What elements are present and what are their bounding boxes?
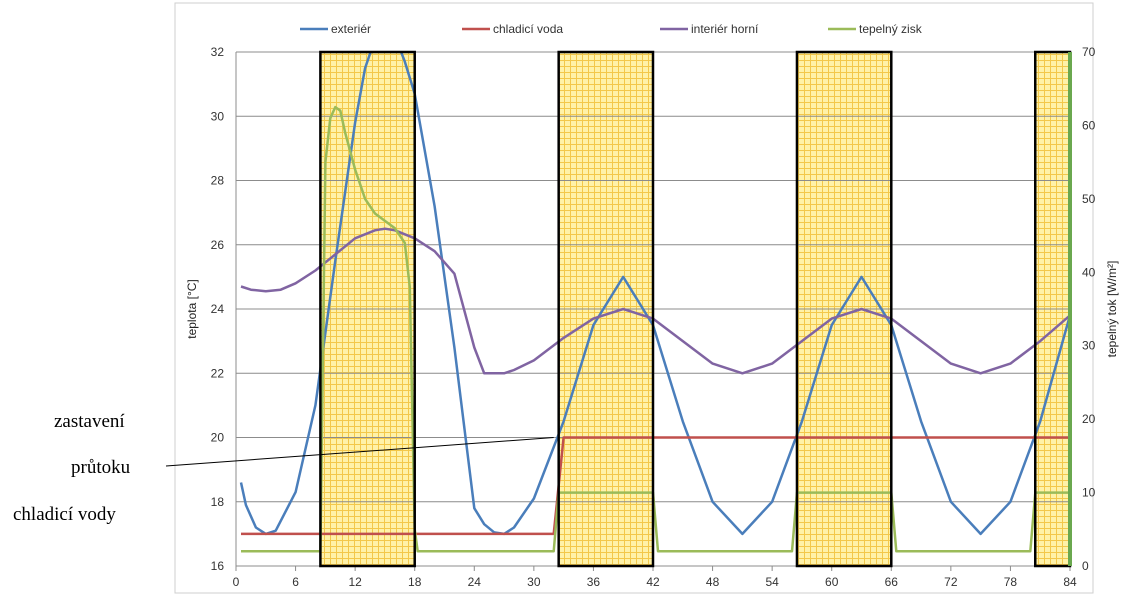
x-tick-label-1: 0 <box>233 575 240 589</box>
series-line-4 <box>241 105 1070 553</box>
series-line-3 <box>240 227 1070 375</box>
x-tick-label-13: 72 <box>944 575 958 589</box>
y-tick-label-7: 28 <box>211 174 225 188</box>
x-tick-label-6: 30 <box>527 575 541 589</box>
y2-axis-title: tepelný tok [W/m²] <box>1105 261 1119 358</box>
x-tick-label-5: 24 <box>468 575 482 589</box>
y-tick-label-6: 26 <box>211 238 225 252</box>
legend-label-1: exteriér <box>331 22 371 36</box>
y-axis-title: teplota [°C] <box>185 279 199 339</box>
y-tick-label-8: 30 <box>211 109 225 123</box>
y2-tick-label-6: 50 <box>1082 192 1096 206</box>
x-tick-label-2: 6 <box>292 575 299 589</box>
y-tick-label-1: 16 <box>211 559 225 573</box>
y2-tick-label-2: 10 <box>1082 486 1096 500</box>
annotation-line-3: chladicí vody <box>13 504 116 525</box>
highlight-band-border-2 <box>557 50 655 568</box>
series-layer <box>239 52 1070 553</box>
y2-tick-label-1: 0 <box>1082 559 1089 573</box>
annotation: zastavení průtoku chladicí vody <box>13 411 554 525</box>
x-tick-label-3: 12 <box>348 575 362 589</box>
y2-tick-label-5: 40 <box>1082 265 1096 279</box>
tick-labels: 16 18 20 22 24 26 28 30 32 0 10 20 30 40 50 60 70 0 6 12 18 2… <box>211 45 1096 589</box>
y2-tick-label-3: 20 <box>1082 412 1096 426</box>
y-tick-label-4: 22 <box>211 366 225 380</box>
legend-label-4: tepelný zisk <box>859 22 923 36</box>
x-tick-label-7: 36 <box>587 575 601 589</box>
highlight-band-border-3 <box>795 50 893 568</box>
x-tick-label-10: 54 <box>765 575 779 589</box>
annotation-pointer-line <box>165 437 554 467</box>
x-tick-label-8: 42 <box>646 575 660 589</box>
y2-tick-label-4: 30 <box>1082 339 1096 353</box>
x-tick-label-14: 78 <box>1004 575 1018 589</box>
annotation-line-1: zastavení <box>54 411 125 432</box>
x-tick-label-9: 48 <box>706 575 720 589</box>
y-tick-label-2: 18 <box>211 495 225 509</box>
legend: exteriér chladicí voda interiér horní tepel… <box>300 22 923 36</box>
legend-label-2: chladicí voda <box>493 22 563 36</box>
highlight-band-border-1 <box>319 50 416 568</box>
x-tick-label-4: 18 <box>408 575 422 589</box>
y-tick-label-9: 32 <box>211 45 225 59</box>
y-tick-label-5: 24 <box>211 302 225 316</box>
highlight-band-borders <box>319 50 1072 568</box>
legend-label-3: interiér horní <box>691 22 759 36</box>
x-tick-label-12: 66 <box>885 575 899 589</box>
y2-tick-label-8: 70 <box>1082 45 1096 59</box>
y2-tick-label-7: 60 <box>1082 118 1096 132</box>
annotation-line-2: průtoku <box>71 457 131 478</box>
x-tick-label-15: 84 <box>1063 575 1077 589</box>
y-tick-label-3: 20 <box>211 431 225 445</box>
x-tick-label-11: 60 <box>825 575 839 589</box>
